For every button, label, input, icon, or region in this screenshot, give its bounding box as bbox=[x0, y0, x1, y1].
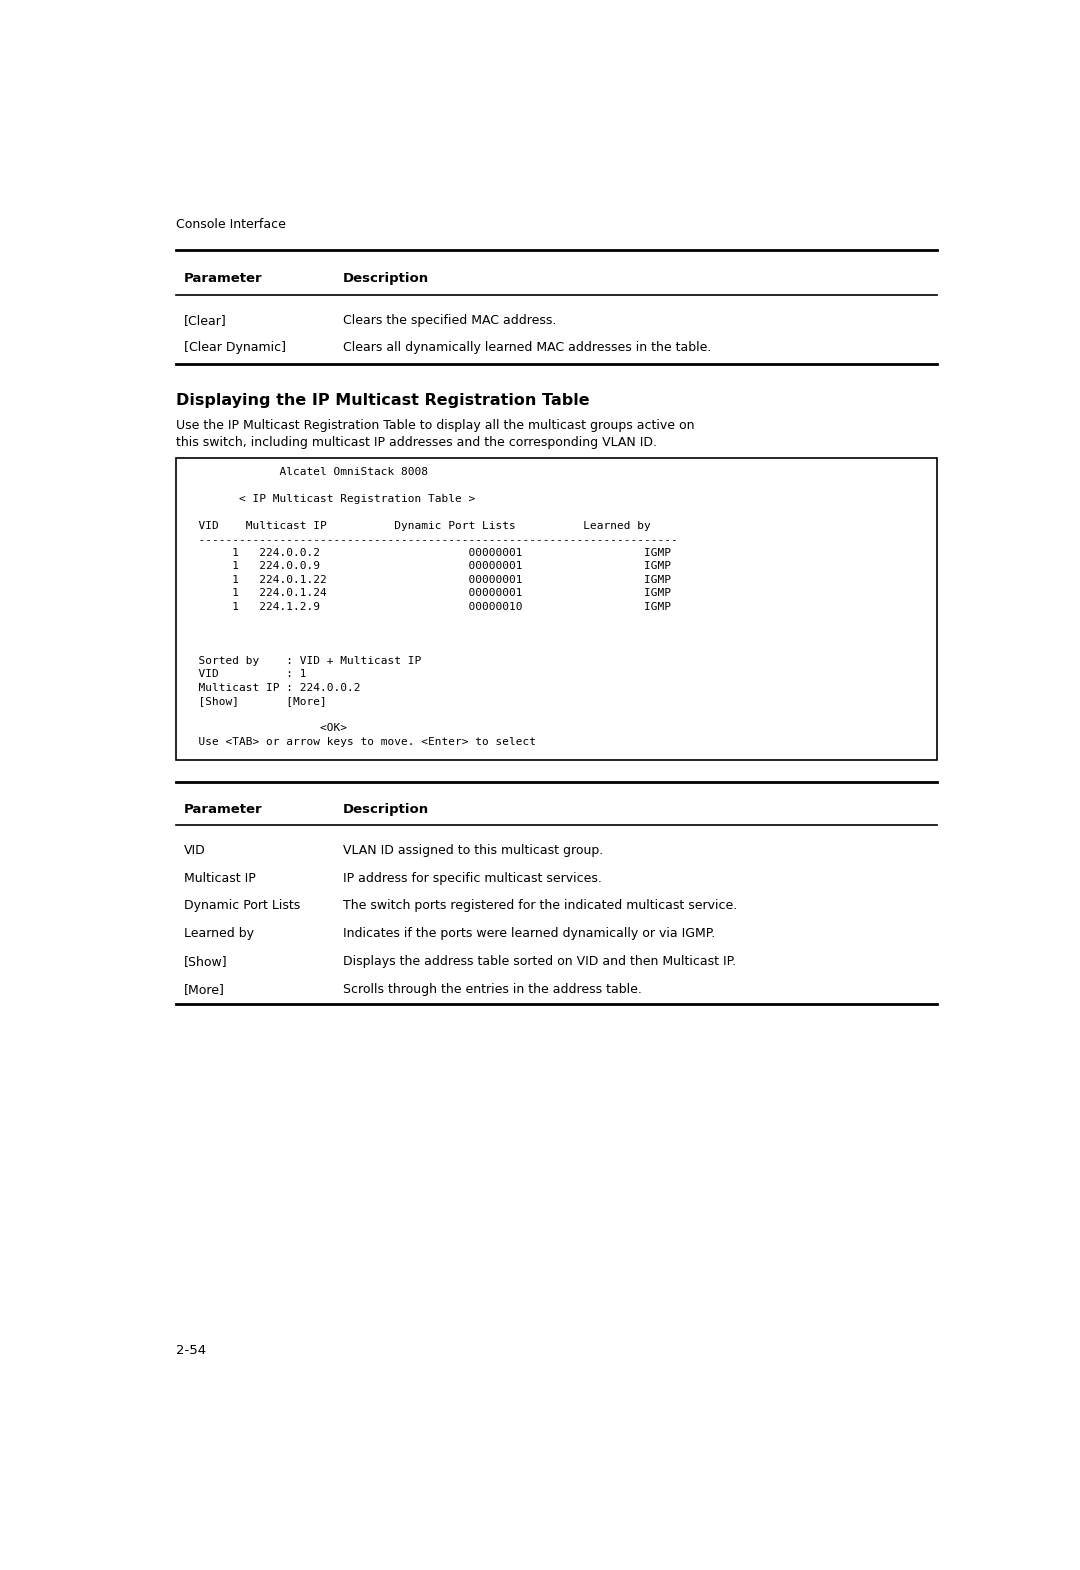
Text: 1   224.0.1.22                     00000001                  IGMP: 1 224.0.1.22 00000001 IGMP bbox=[186, 575, 672, 586]
Text: Indicates if the ports were learned dynamically or via IGMP.: Indicates if the ports were learned dyna… bbox=[342, 928, 715, 940]
Text: [Clear]: [Clear] bbox=[184, 314, 227, 327]
Text: IP address for specific multicast services.: IP address for specific multicast servic… bbox=[342, 871, 602, 885]
Text: Displaying the IP Multicast Registration Table: Displaying the IP Multicast Registration… bbox=[176, 392, 590, 408]
Text: The switch ports registered for the indicated multicast service.: The switch ports registered for the indi… bbox=[342, 900, 737, 912]
Text: [Clear Dynamic]: [Clear Dynamic] bbox=[184, 341, 286, 353]
Text: -----------------------------------------------------------------------: ----------------------------------------… bbox=[186, 534, 678, 545]
Text: Use the IP Multicast Registration Table to display all the multicast groups acti: Use the IP Multicast Registration Table … bbox=[176, 419, 694, 432]
Text: Dynamic Port Lists: Dynamic Port Lists bbox=[184, 900, 300, 912]
Text: <OK>: <OK> bbox=[186, 724, 348, 733]
Text: Multicast IP : 224.0.0.2: Multicast IP : 224.0.0.2 bbox=[186, 683, 361, 692]
Text: Clears all dynamically learned MAC addresses in the table.: Clears all dynamically learned MAC addre… bbox=[342, 341, 711, 353]
Bar bbox=[176, 458, 937, 760]
Text: Parameter: Parameter bbox=[184, 272, 262, 284]
Text: VID    Multicast IP          Dynamic Port Lists          Learned by: VID Multicast IP Dynamic Port Lists Lear… bbox=[186, 521, 651, 531]
Text: VID: VID bbox=[184, 845, 205, 857]
Text: Multicast IP: Multicast IP bbox=[184, 871, 256, 885]
Text: Description: Description bbox=[342, 804, 429, 816]
Text: 2-54: 2-54 bbox=[176, 1344, 206, 1356]
Text: Console Interface: Console Interface bbox=[176, 218, 286, 231]
Text: [Show]       [More]: [Show] [More] bbox=[186, 696, 327, 706]
Text: VID          : 1: VID : 1 bbox=[186, 669, 307, 680]
Text: 1   224.1.2.9                      00000010                  IGMP: 1 224.1.2.9 00000010 IGMP bbox=[186, 601, 672, 612]
Text: Clears the specified MAC address.: Clears the specified MAC address. bbox=[342, 314, 556, 327]
Text: 1   224.0.1.24                     00000001                  IGMP: 1 224.0.1.24 00000001 IGMP bbox=[186, 589, 672, 598]
Text: VLAN ID assigned to this multicast group.: VLAN ID assigned to this multicast group… bbox=[342, 845, 603, 857]
Text: this switch, including multicast IP addresses and the corresponding VLAN ID.: this switch, including multicast IP addr… bbox=[176, 436, 657, 449]
Text: 1   224.0.0.2                      00000001                  IGMP: 1 224.0.0.2 00000001 IGMP bbox=[186, 548, 672, 557]
Text: Parameter: Parameter bbox=[184, 804, 262, 816]
Text: Learned by: Learned by bbox=[184, 928, 254, 940]
Text: Use <TAB> or arrow keys to move. <Enter> to select: Use <TAB> or arrow keys to move. <Enter>… bbox=[186, 736, 537, 747]
Text: Sorted by    : VID + Multicast IP: Sorted by : VID + Multicast IP bbox=[186, 656, 421, 666]
Text: Description: Description bbox=[342, 272, 429, 284]
Text: 1   224.0.0.9                      00000001                  IGMP: 1 224.0.0.9 00000001 IGMP bbox=[186, 562, 672, 571]
Text: Alcatel OmniStack 8008: Alcatel OmniStack 8008 bbox=[186, 468, 429, 477]
Text: Scrolls through the entries in the address table.: Scrolls through the entries in the addre… bbox=[342, 983, 642, 995]
Text: Displays the address table sorted on VID and then Multicast IP.: Displays the address table sorted on VID… bbox=[342, 955, 735, 969]
Text: [Show]: [Show] bbox=[184, 955, 228, 969]
Text: < IP Multicast Registration Table >: < IP Multicast Registration Table > bbox=[186, 495, 475, 504]
Text: [More]: [More] bbox=[184, 983, 225, 995]
